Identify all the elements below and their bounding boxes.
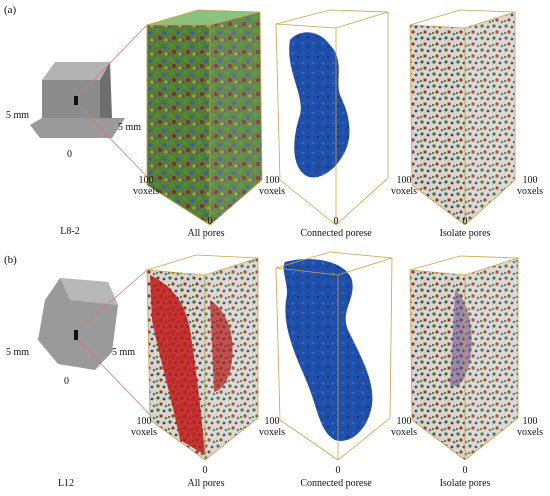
panel-a-axis-unit-2: voxels (258, 186, 286, 197)
panel-b-origin-3: 0 (462, 465, 468, 476)
panel-b-dim-left: 5 mm (6, 347, 30, 358)
pore-volume-isolate-b (409, 255, 519, 461)
panel-b-caption-isolate: Isolate pores (439, 478, 491, 489)
panel-a-axis-unit-1: voxels (132, 186, 160, 197)
panel-b-axis-length-2: 100 (264, 416, 280, 427)
panel-a-axis-unit-3: voxels (390, 186, 418, 197)
panel-b-axis-unit-4: voxels (516, 427, 544, 438)
panel-b-sample-name: L12 (57, 478, 75, 489)
panel-a-axis-length-3: 100 (396, 175, 412, 186)
pore-volume-isolate-a (409, 9, 516, 226)
panel-b-caption-all: All pores (187, 478, 225, 489)
panel-a-origin-sample: 0 (67, 149, 72, 160)
panel-b-letter: (b) (4, 254, 17, 266)
panel-b-axis-unit-1: voxels (130, 427, 158, 438)
panel-b-axis-length-3: 100 (396, 416, 412, 427)
pore-volume-connected-a (275, 9, 389, 226)
panel-a-origin-2: 0 (333, 216, 339, 227)
panel-b-axis-unit-3: voxels (390, 427, 418, 438)
panel-a-caption-all: All pores (187, 228, 225, 239)
panel-a-axis-length-2: 100 (264, 175, 280, 186)
panel-a-axis-unit-4: voxels (516, 186, 544, 197)
sample-photo-b (38, 278, 118, 370)
panel-a-axis-length-4: 100 (522, 175, 538, 186)
panel-b-origin-1: 0 (202, 465, 208, 476)
panel-a-sample-name: L8-2 (60, 226, 80, 237)
callout-lines-a (77, 24, 156, 186)
panel-a-dim-right: 5 mm (118, 122, 142, 133)
panel-a-axis-length-1: 100 (138, 175, 154, 186)
panel-a-dim-left: 5 mm (6, 110, 30, 121)
panel-b-origin-sample: 0 (64, 376, 69, 387)
panel-a-origin-3: 0 (462, 216, 468, 227)
panel-b-caption-connected: Connected porese (300, 478, 372, 489)
panel-b-dim-right: 5 mm (112, 347, 136, 358)
callout-lines-b (77, 269, 156, 421)
panel-b-axis-length-1: 100 (136, 416, 152, 427)
panel-a-origin-1: 0 (207, 216, 213, 227)
pore-volume-connected-b (275, 251, 393, 461)
panel-a-caption-connected: Connected porese (300, 228, 372, 239)
panel-b-axis-length-4: 100 (522, 416, 538, 427)
pore-volume-all-a (146, 9, 263, 226)
pore-volume-all-b (146, 254, 259, 461)
panel-a-caption-isolate: Isolate pores (439, 228, 491, 239)
panel-b-axis-unit-2: voxels (258, 427, 286, 438)
panel-b-origin-2: 0 (335, 465, 341, 476)
panel-a-letter: (a) (4, 4, 17, 16)
sample-photo-a (30, 62, 125, 138)
